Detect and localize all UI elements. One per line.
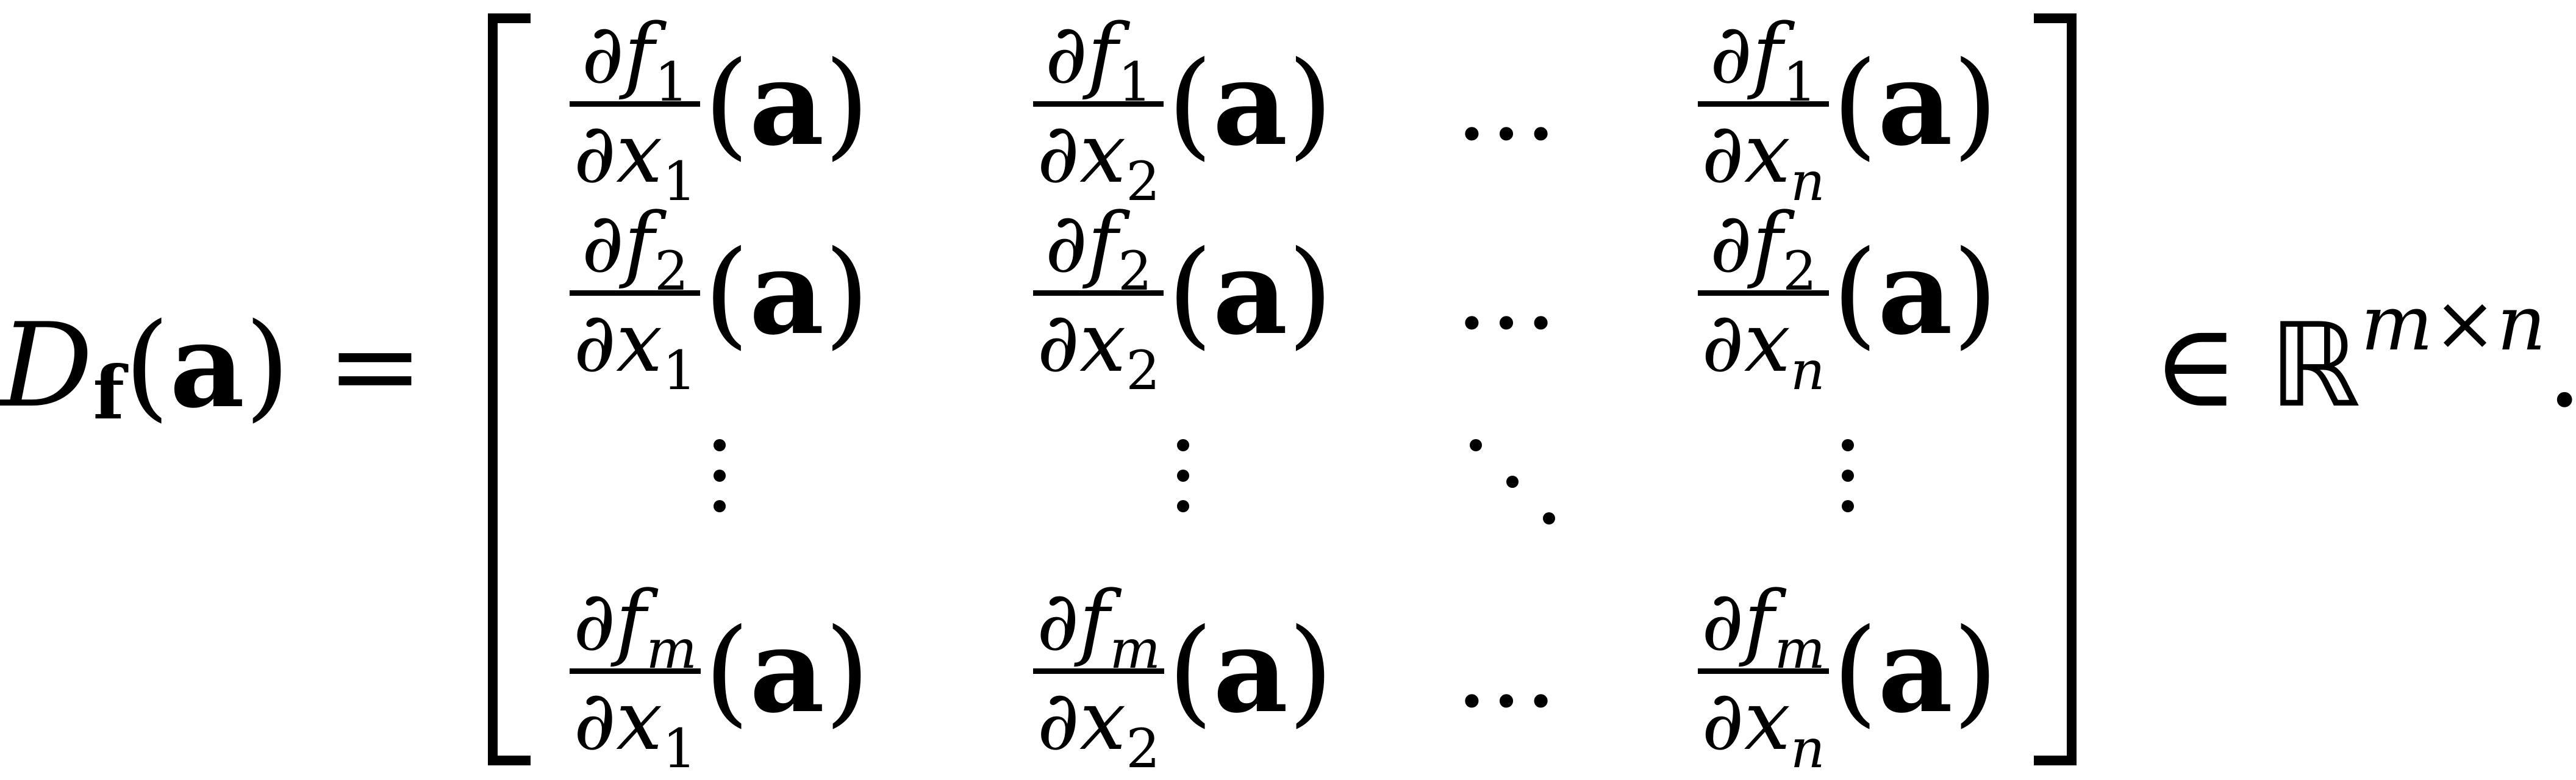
equation-rhs: ∈ ℝ m×n . bbox=[2153, 285, 2576, 433]
lhs-open-paren: ( bbox=[124, 298, 170, 433]
fraction-bar bbox=[1033, 290, 1164, 296]
matrix-entry: ∂f2 ∂x1 (a) bbox=[549, 199, 890, 398]
equation-lhs: D f ( a ) = bbox=[0, 298, 424, 436]
operator-D-subscript: f bbox=[93, 350, 124, 436]
fraction-bar bbox=[1033, 101, 1164, 107]
fraction-bar bbox=[1697, 668, 1829, 674]
partial-fraction: ∂f2 ∂xn bbox=[1697, 199, 1829, 398]
partial-fraction: ∂fm ∂xn bbox=[1697, 578, 1829, 776]
matrix-vdots bbox=[1012, 390, 1354, 561]
matrix-left-bracket bbox=[488, 13, 531, 765]
matrix-entry: ∂f2 ∂xn (a) bbox=[1677, 199, 2019, 398]
fraction-bar bbox=[570, 101, 701, 107]
fraction-bar bbox=[570, 290, 701, 296]
matrix-entry: ∂fm ∂x1 (a) bbox=[549, 578, 890, 776]
matrix-ddots bbox=[1421, 390, 1604, 561]
fraction-bar bbox=[1697, 290, 1829, 296]
partial-fraction: ∂f2 ∂x2 bbox=[1033, 199, 1164, 398]
element-of-symbol: ∈ bbox=[2153, 298, 2239, 433]
real-numbers-symbol: ℝ bbox=[2269, 298, 2361, 433]
lhs-argument: a bbox=[170, 298, 245, 434]
matrix-right-bracket bbox=[2034, 13, 2077, 765]
trailing-period: . bbox=[2546, 308, 2576, 424]
matrix-hdots: … bbox=[1454, 610, 1570, 731]
matrix-entry: ∂fm ∂x2 (a) bbox=[1012, 578, 1354, 776]
equals-sign: = bbox=[326, 298, 424, 433]
operator-D: D bbox=[0, 298, 93, 433]
partial-fraction: ∂f1 ∂x2 bbox=[1033, 10, 1164, 209]
partial-fraction: ∂f2 ∂x1 bbox=[570, 199, 701, 398]
partial-fraction: ∂fm ∂x2 bbox=[1032, 578, 1164, 776]
matrix-entry: ∂fm ∂xn (a) bbox=[1677, 578, 2019, 776]
matrix-hdots: … bbox=[1454, 43, 1570, 164]
fraction-bar bbox=[1697, 101, 1829, 107]
fraction-bar bbox=[1032, 668, 1164, 674]
jacobian-matrix: ∂f1 ∂x1 (a) ∂f1 ∂x2 (a) … ∂f1 ∂xn (a) bbox=[537, 10, 2025, 776]
matrix-entry: ∂f1 ∂x2 (a) bbox=[1012, 10, 1354, 209]
fraction-bar bbox=[569, 668, 701, 674]
partial-fraction: ∂f1 ∂x1 bbox=[570, 10, 701, 209]
dimension-exponent: m×n bbox=[2361, 279, 2546, 368]
matrix-hdots: … bbox=[1454, 232, 1570, 353]
matrix-vdots bbox=[1677, 390, 2019, 561]
matrix-entry: ∂f2 ∂x2 (a) bbox=[1012, 199, 1354, 398]
partial-fraction: ∂f1 ∂xn bbox=[1697, 10, 1829, 209]
matrix-entry: ∂f1 ∂x1 (a) bbox=[549, 10, 890, 209]
lhs-close-paren: ) bbox=[245, 298, 290, 433]
matrix-vdots bbox=[549, 390, 890, 561]
partial-fraction: ∂fm ∂x1 bbox=[569, 578, 701, 776]
matrix-entry: ∂f1 ∂xn (a) bbox=[1677, 10, 2019, 209]
